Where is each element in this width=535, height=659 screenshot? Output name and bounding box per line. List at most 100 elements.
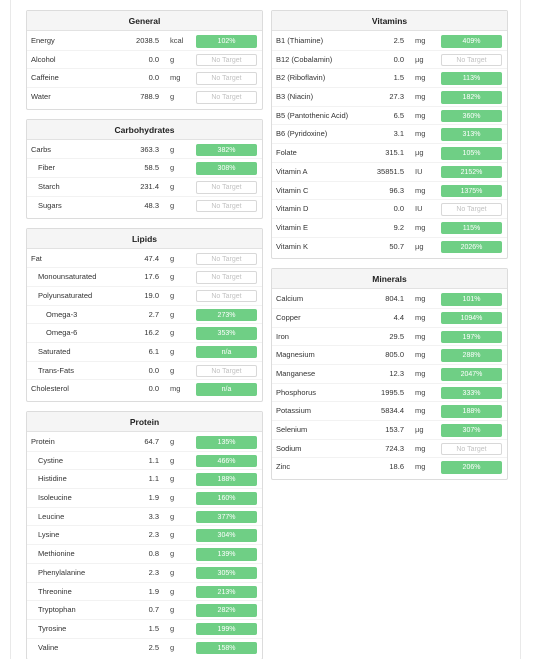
panel-title: Lipids xyxy=(27,228,262,249)
nutrient-row-copper: Copper 4.4 mg 1094% xyxy=(272,309,507,328)
nutrient-unit: g xyxy=(170,309,175,319)
nutrient-row-folate: Folate 315.1 µg 105% xyxy=(272,144,507,163)
nutrient-row-b5-pantothenic-acid: B5 (Pantothenic Acid) 6.5 mg 360% xyxy=(272,107,507,126)
nutrient-unit: g xyxy=(170,455,175,465)
target-progress-bar: 313% xyxy=(441,128,502,141)
nutrient-unit: µg xyxy=(415,148,424,158)
nutrient-unit: mg xyxy=(415,462,426,472)
nutrient-unit: mg xyxy=(170,384,181,394)
nutrient-amount: 47.4 xyxy=(144,253,159,263)
nutrient-unit: g xyxy=(170,253,175,263)
nutrient-unit: mg xyxy=(415,222,426,232)
target-progress-bar: 288% xyxy=(441,349,502,362)
nutrient-name: Tryptophan xyxy=(38,605,76,615)
nutrient-amount: 1.5 xyxy=(393,73,404,83)
nutrient-row-b3-niacin: B3 (Niacin) 27.3 mg 182% xyxy=(272,88,507,107)
nutrient-name: Copper xyxy=(276,312,301,322)
nutrient-row-iron: Iron 29.5 mg 197% xyxy=(272,328,507,347)
target-progress-bar: n/a xyxy=(196,383,257,396)
nutrient-row-alcohol: Alcohol 0.0 g No Target xyxy=(27,51,262,70)
nutrient-name: Tyrosine xyxy=(38,623,67,633)
panel-body: Carbs 363.3 g 382% Fiber 58.5 g 308% Starch 231.4… xyxy=(27,140,262,218)
nutrient-row-caffeine: Caffeine 0.0 mg No Target xyxy=(27,69,262,89)
nutrient-name: Carbs xyxy=(31,144,52,154)
nutrient-amount: 2038.5 xyxy=(136,36,159,45)
nutrient-unit: mg xyxy=(415,73,426,83)
nutrient-row-fiber: Fiber 58.5 g 308% xyxy=(27,159,262,179)
nutrient-unit: g xyxy=(170,290,175,300)
nutrient-row-starch: Starch 231.4 g No Target xyxy=(27,178,262,197)
nutrient-amount: 2.5 xyxy=(393,36,404,45)
nutrient-unit: g xyxy=(170,493,175,503)
target-progress-bar: No Target xyxy=(441,53,502,67)
nutrient-amount: 2.5 xyxy=(148,642,159,652)
target-progress-bar: 2026% xyxy=(441,240,502,254)
target-progress-bar: 188% xyxy=(441,405,502,418)
nutrient-name: Polyunsaturated xyxy=(38,290,93,300)
nutrient-row-histidine: Histidine 1.1 g 188% xyxy=(27,470,262,490)
nutrient-amount: 805.0 xyxy=(385,350,404,360)
target-progress-bar: No Target xyxy=(196,199,257,213)
nutrient-unit: g xyxy=(170,200,175,210)
nutrient-amount: 788.9 xyxy=(140,92,159,102)
nutrient-amount: 6.1 xyxy=(148,346,159,356)
nutrient-name: Cholesterol xyxy=(31,384,69,394)
target-progress-bar: 113% xyxy=(441,72,502,85)
target-progress-bar: 308% xyxy=(196,162,257,175)
nutrient-name: Trans-Fats xyxy=(38,365,74,375)
nutrient-amount: 19.0 xyxy=(144,290,159,300)
page-frame xyxy=(10,0,521,659)
nutrient-unit: mg xyxy=(415,185,426,195)
target-progress-bar: No Target xyxy=(196,181,257,194)
nutrient-row-phenylalanine: Phenylalanine 2.3 g 305% xyxy=(27,564,262,583)
target-progress-bar: 115% xyxy=(441,221,502,235)
nutrient-name: Valine xyxy=(38,642,59,652)
target-progress-bar: No Target xyxy=(441,203,502,216)
target-progress-bar: 160% xyxy=(196,492,257,505)
nutrient-unit: kcal xyxy=(170,36,184,45)
nutrient-row-methionine: Methionine 0.8 g 139% xyxy=(27,545,262,564)
nutrient-row-b6-pyridoxine: B6 (Pyridoxine) 3.1 mg 313% xyxy=(272,125,507,145)
target-progress-bar: 305% xyxy=(196,566,257,580)
nutrient-row-magnesium: Magnesium 805.0 mg 288% xyxy=(272,346,507,365)
target-progress-bar: 101% xyxy=(441,293,502,306)
target-progress-bar: 199% xyxy=(196,622,257,636)
nutrient-unit: g xyxy=(170,163,175,173)
nutrient-row-phosphorus: Phosphorus 1995.5 mg 333% xyxy=(272,384,507,403)
nutrient-row-polyunsaturated: Polyunsaturated 19.0 g No Target xyxy=(27,287,262,306)
nutrient-name: Saturated xyxy=(38,346,71,356)
nutrient-row-carbs: Carbs 363.3 g 382% xyxy=(27,141,262,160)
nutrient-name: Sugars xyxy=(38,200,62,210)
nutrient-row-saturated: Saturated 6.1 g n/a xyxy=(27,343,262,362)
nutrient-unit: g xyxy=(170,474,175,484)
nutrient-row-energy: Energy 2038.5 kcal 102% xyxy=(27,32,262,51)
nutrient-amount: 48.3 xyxy=(144,200,159,210)
nutrient-unit: mg xyxy=(415,369,426,378)
nutrient-amount: 9.2 xyxy=(393,222,404,232)
nutrient-amount: 0.0 xyxy=(393,204,404,214)
nutrient-name: Water xyxy=(31,92,51,102)
nutrient-amount: 363.3 xyxy=(140,144,159,154)
nutrient-amount: 1995.5 xyxy=(381,387,404,397)
nutrient-unit: g xyxy=(170,623,175,633)
nutrient-name: Fiber xyxy=(38,163,56,173)
nutrient-amount: 1.1 xyxy=(148,455,159,465)
target-progress-bar: 304% xyxy=(196,529,257,542)
target-progress-bar: 135% xyxy=(196,436,257,449)
nutrient-unit: IU xyxy=(415,166,423,176)
nutrient-unit: mg xyxy=(415,350,426,360)
nutrient-name: Lysine xyxy=(38,530,60,540)
target-progress-bar: 139% xyxy=(196,548,257,561)
nutrient-row-tryptophan: Tryptophan 0.7 g 282% xyxy=(27,601,262,620)
nutrient-amount: 5834.4 xyxy=(381,406,404,416)
nutrient-unit: g xyxy=(170,567,175,577)
nutrient-unit: g xyxy=(170,272,175,282)
nutrient-amount: 1.9 xyxy=(148,493,159,503)
target-progress-bar: No Target xyxy=(196,289,257,303)
nutrient-amount: 804.1 xyxy=(385,294,404,304)
nutrient-row-vitamin-k: Vitamin K 50.7 µg 2026% xyxy=(272,238,507,257)
target-progress-bar: 182% xyxy=(441,91,502,104)
left-column: General Energy 2038.5 kcal 102% Alcohol 0.0 g No… xyxy=(26,10,263,659)
nutrient-row-monounsaturated: Monounsaturated 17.6 g No Target xyxy=(27,268,262,287)
nutrient-unit: mg xyxy=(415,110,426,120)
